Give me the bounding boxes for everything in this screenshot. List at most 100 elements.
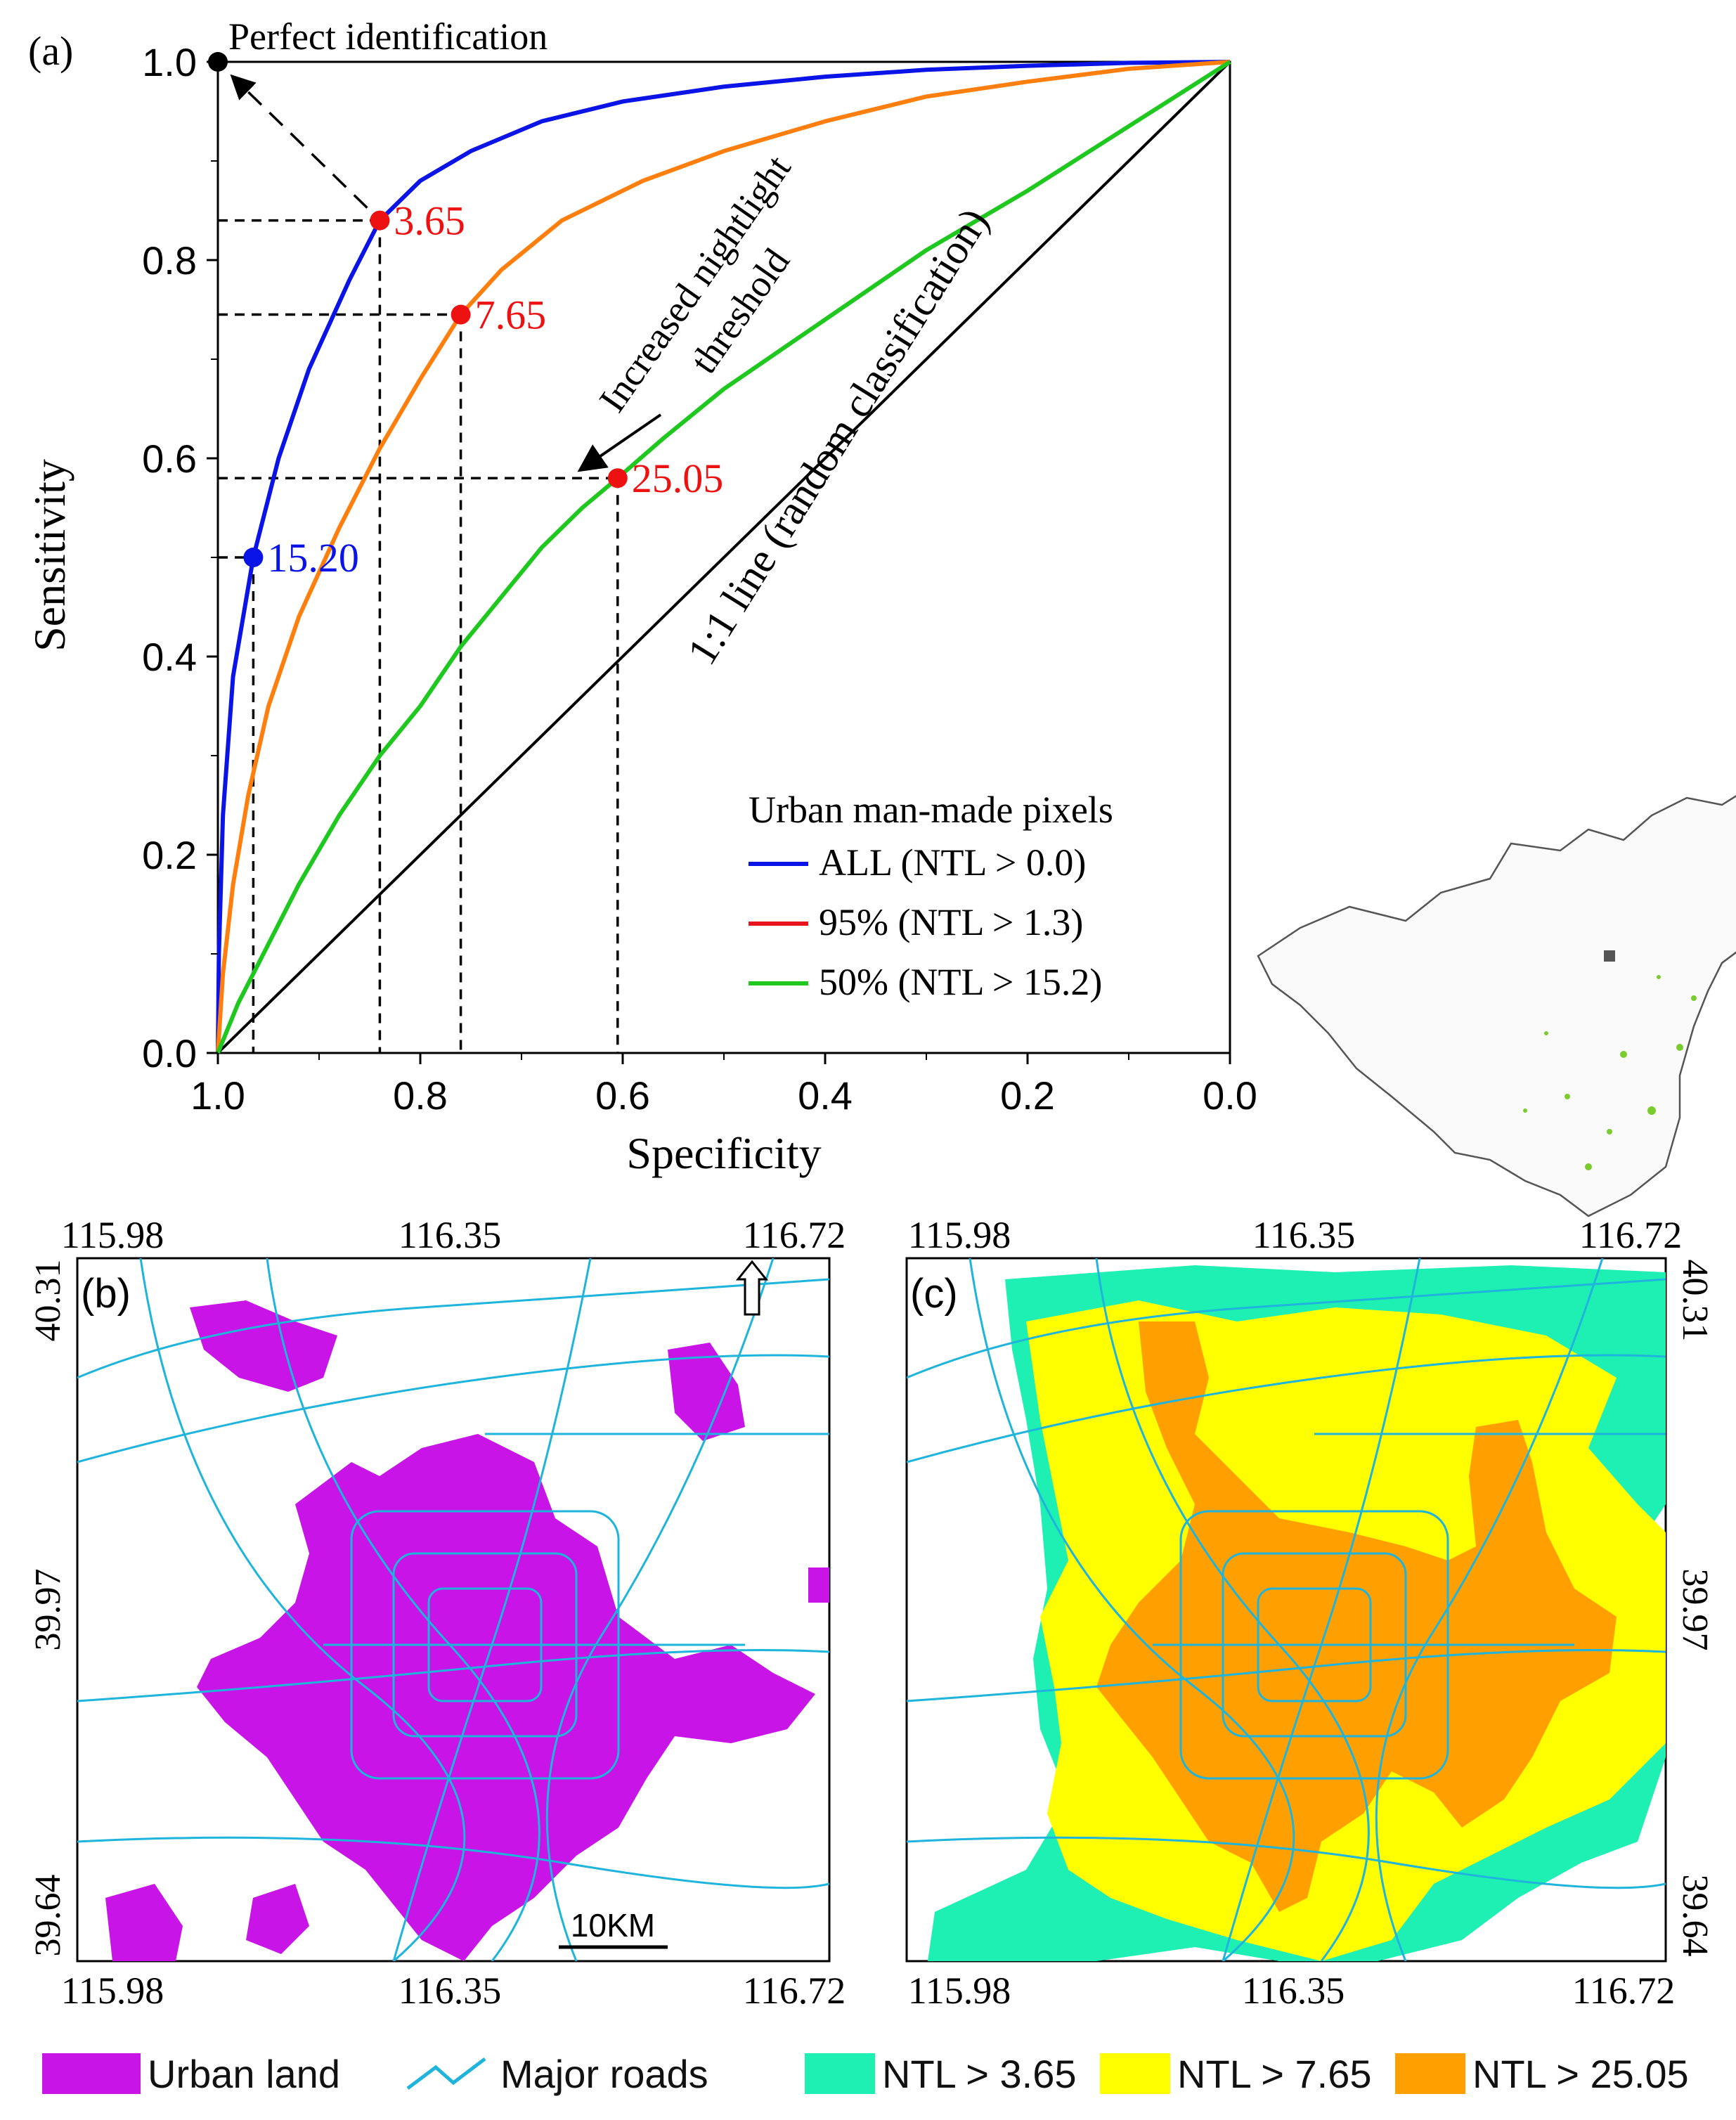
x-tick-label: 0.8 (393, 1073, 448, 1118)
axis-ticks: 1.0 0.8 0.6 0.4 0.2 0.0 0.0 0.2 0.4 0.6 0.8 1.0 (142, 40, 1257, 1118)
legend-label: NTL > 3.65 (882, 2051, 1077, 2096)
panel-b: 115.98 116.35 116.72 (28, 1214, 846, 2012)
urban-land-south (246, 1884, 309, 1954)
panel-a: (a) 3.65 7.65 25.05 15.20 1.0 0.8 0.6 0.4 0.2 0.… (25, 15, 1257, 1178)
tick-label: 115.98 (908, 1970, 1011, 2012)
tick-label: 116.72 (743, 1214, 846, 1256)
panel-c-bottom-ticks: 115.98 116.35 116.72 (908, 1970, 1676, 2012)
x-tick-label: 0.2 (1000, 1073, 1055, 1118)
city-dot (1691, 995, 1697, 1001)
panel-b-label: (b) (81, 1271, 131, 1317)
legend-item-ntl-25-05: NTL > 25.05 (1395, 2045, 1689, 2102)
roc-plot-area: 3.65 7.65 25.05 15.20 1.0 0.8 0.6 0.4 0.2 0.0 0.0… (142, 40, 1257, 1118)
legend-swatch (1395, 2053, 1465, 2094)
legend-title: Urban man-made pixels (749, 789, 1113, 831)
legend-label: Urban land (148, 2051, 340, 2096)
city-dot (1585, 1163, 1592, 1170)
legend-label: NTL > 25.05 (1472, 2051, 1689, 2096)
scale-bar: 10KM (559, 1907, 668, 1949)
panel-b-top-ticks: 115.98 116.35 116.72 (61, 1214, 846, 1256)
x-tick-label: 0.0 (1203, 1073, 1257, 1118)
legend-entry: ALL (NTL > 0.0) (819, 841, 1086, 884)
scale-label: 10KM (571, 1907, 655, 1944)
threshold-point (451, 304, 471, 325)
threshold-label: 3.65 (394, 198, 465, 244)
y-axis-label: Sensitivity (25, 459, 75, 652)
tick-label: 39.97 (28, 1569, 68, 1651)
map-legend: Urban land Major roads NTL > 3.65 NTL > … (0, 2031, 1736, 2120)
threshold-point (370, 210, 390, 231)
perfect-label: Perfect identification (228, 15, 548, 58)
x-tick-label: 0.4 (798, 1073, 853, 1118)
legend-swatch (1100, 2053, 1170, 2094)
tick-label: 116.35 (399, 1970, 502, 2012)
y-tick-label: 1.0 (142, 40, 197, 84)
roc-legend: Urban man-made pixels ALL (NTL > 0.0) 95%… (749, 789, 1113, 1003)
tick-label: 116.35 (1252, 1214, 1356, 1256)
panel-b-bottom-ticks: 115.98 116.35 116.72 (61, 1970, 846, 2012)
x-axis-label: Specificity (626, 1128, 821, 1178)
y-tick-label: 0.8 (142, 238, 197, 283)
north-arrow (735, 1260, 769, 1316)
panel-c-label: (c) (910, 1271, 958, 1317)
ntl-25-05-area (1096, 1321, 1617, 1912)
legend-item-urban-land: Urban land (42, 2045, 340, 2102)
city-dot (1565, 1094, 1570, 1099)
china-inset-map (1257, 795, 1736, 1217)
panel-a-label: (a) (28, 28, 73, 74)
city-dot (1647, 1106, 1656, 1115)
legend-item-major-roads: Major roads (401, 2045, 708, 2102)
legend-label: NTL > 7.65 (1177, 2051, 1372, 2096)
tick-label: 39.64 (28, 1875, 68, 1957)
urban-land-east (808, 1568, 829, 1603)
tick-label: 116.35 (399, 1214, 502, 1256)
tick-label: 115.98 (61, 1970, 164, 2012)
roc-curve-0 (216, 60, 1231, 1054)
city-dot (1607, 1129, 1612, 1135)
china-outline (1257, 795, 1736, 1217)
legend-swatch (42, 2053, 141, 2094)
city-dot (1544, 1031, 1548, 1035)
legend-entry: 95% (NTL > 1.3) (819, 901, 1083, 943)
study-area-marker (1604, 950, 1615, 962)
major-roads-b (77, 1258, 829, 1961)
tick-label: 40.31 (28, 1260, 68, 1342)
legend-item-ntl-7-65: NTL > 7.65 (1100, 2045, 1372, 2102)
panel-c-right-ticks: 40.31 39.97 39.64 (1675, 1260, 1715, 1957)
roc-curve-2 (216, 60, 1231, 1054)
threshold-label: 7.65 (475, 292, 547, 338)
urban-land-north (190, 1300, 337, 1392)
threshold-points: 3.65 7.65 25.05 15.20 (208, 52, 723, 581)
threshold-point (607, 468, 628, 489)
threshold-label: 25.05 (632, 455, 724, 501)
road-icon (406, 2057, 486, 2090)
y-tick-label: 0.6 (142, 437, 197, 481)
tick-label: 39.97 (1675, 1569, 1715, 1651)
urban-land-northeast (668, 1343, 745, 1441)
tick-label: 116.35 (1242, 1970, 1345, 2012)
y-tick-label: 0.4 (142, 635, 197, 679)
tick-label: 115.98 (908, 1214, 1011, 1256)
tick-label: 115.98 (61, 1214, 164, 1256)
diagonal-line (216, 60, 1231, 1054)
threshold-label: 15.20 (267, 535, 359, 581)
urban-land-southwest (105, 1884, 183, 1961)
tick-label: 39.64 (1675, 1875, 1715, 1957)
threshold-point (243, 548, 264, 567)
tick-label: 116.72 (743, 1970, 846, 2012)
legend-swatch (805, 2053, 875, 2094)
legend-item-ntl-3-65: NTL > 3.65 (805, 2045, 1077, 2102)
panel-c: 115.98 116.35 116.72 (905, 1214, 1715, 2012)
major-roads-c (907, 1258, 1666, 1961)
city-dot (1620, 1051, 1627, 1058)
panel-c-top-ticks: 115.98 116.35 116.72 (908, 1214, 1683, 1256)
city-dot (1676, 1044, 1683, 1051)
perfect-arrow (230, 74, 368, 209)
threshold-arrow (577, 413, 662, 472)
y-tick-label: 0.2 (142, 833, 197, 877)
tick-label: 116.72 (1579, 1214, 1683, 1256)
x-tick-label: 1.0 (190, 1073, 245, 1118)
legend-label: Major roads (500, 2051, 708, 2096)
tick-label: 116.72 (1572, 1970, 1676, 2012)
